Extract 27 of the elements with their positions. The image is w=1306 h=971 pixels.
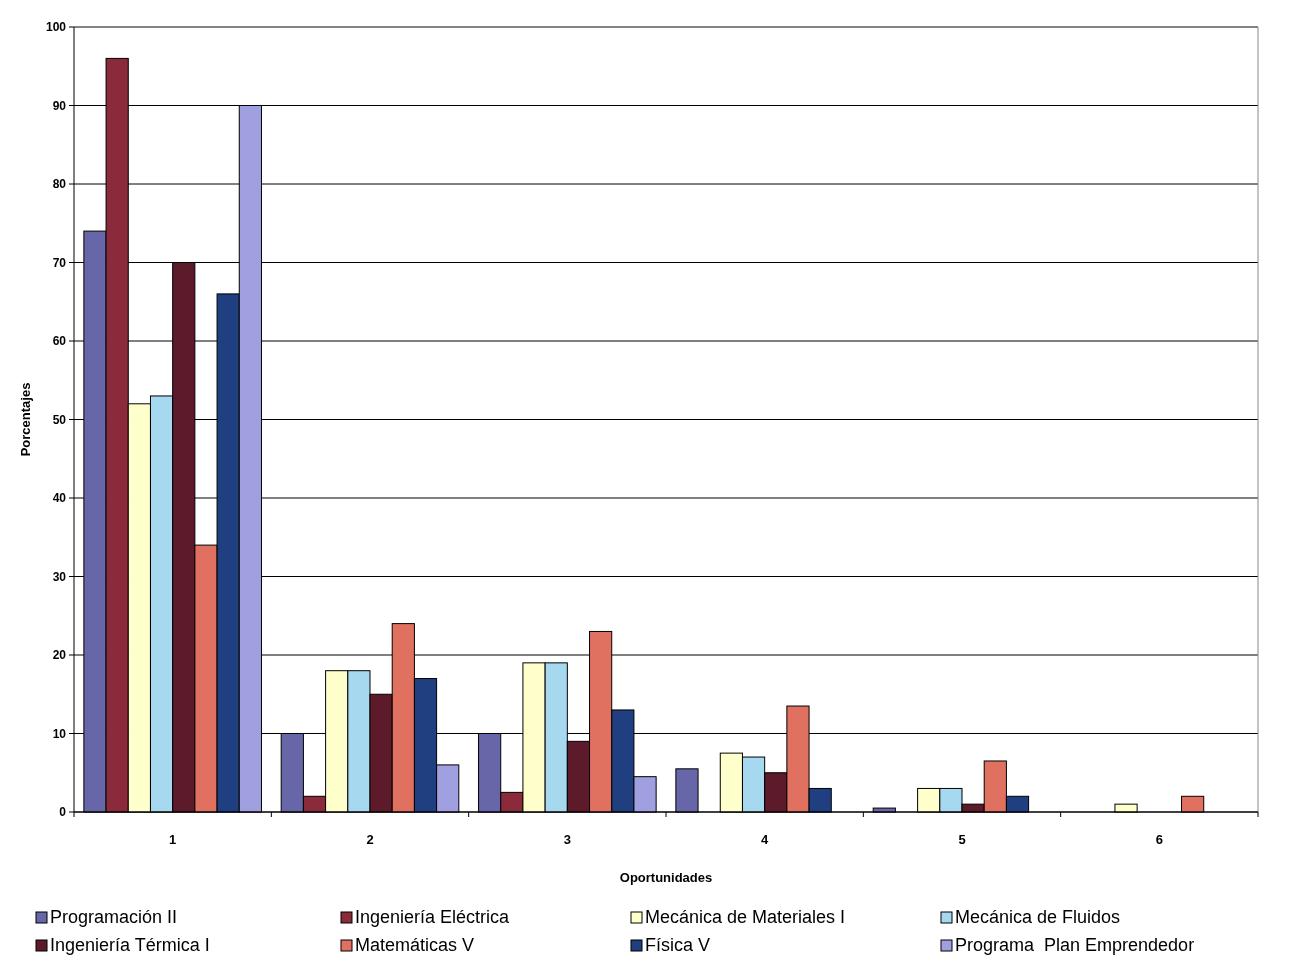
x-axis-title: Oportunidades [619,870,713,885]
legend-label: Matemáticas V [355,935,475,955]
legend-label: Mecánica de Materiales I [645,907,846,927]
legend-label: Mecánica de Fluidos [955,907,1121,927]
x-tick-label: 1 [169,832,177,847]
x-tick-label: 4 [761,832,770,847]
x-tick-label: 3 [563,832,571,847]
x-tick-label: 2 [366,832,374,847]
y-tick-label: 90 [52,98,67,113]
y-tick-label: 100 [45,20,67,35]
y-tick-label: 0 [59,805,67,820]
y-tick-label: 20 [52,648,67,663]
y-tick-label: 40 [52,491,67,506]
y-tick-label: 30 [52,569,67,584]
legend-label: Programa Plan Emprendedor [955,935,1195,955]
legend-label: Ingeniería Térmica I [50,935,210,955]
y-tick-label: 10 [52,726,67,741]
y-tick-label: 50 [52,412,67,427]
y-tick-label: 60 [52,334,67,349]
y-axis-title: Porcentajes [18,382,33,457]
x-tick-label: 6 [1155,832,1163,847]
x-tick-label: 5 [958,832,966,847]
legend-label: Física V [645,935,711,955]
y-tick-label: 80 [52,177,67,192]
legend-label: Programación II [50,907,178,927]
y-tick-label: 70 [52,255,67,270]
legend-label: Ingeniería Eléctrica [355,907,511,927]
